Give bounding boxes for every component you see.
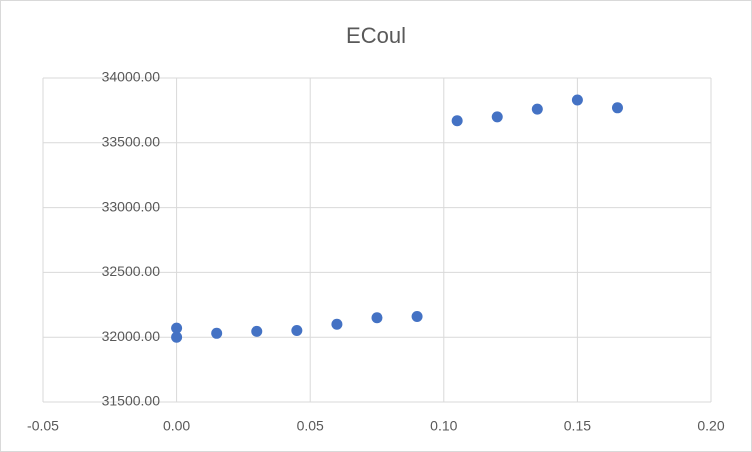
chart-title: ECoul: [346, 23, 406, 48]
point: [491, 111, 503, 123]
point: [451, 115, 463, 127]
point: [251, 325, 263, 337]
point: [611, 102, 623, 114]
point: [171, 322, 183, 334]
point: [371, 312, 383, 324]
y-tick-label: 33000.00: [102, 198, 161, 214]
point: [331, 318, 343, 330]
y-tick-label: 31500.00: [102, 393, 161, 409]
x-tick-label: 0.05: [297, 418, 324, 434]
x-tick-label: -0.05: [27, 418, 59, 434]
y-tick-label: 32000.00: [102, 328, 161, 344]
point: [411, 310, 423, 322]
x-tick-label: 0.20: [697, 418, 724, 434]
point: [211, 327, 223, 339]
x-tick-label: 0.15: [564, 418, 591, 434]
point: [571, 94, 583, 106]
y-tick-label: 34000.00: [102, 69, 161, 85]
point: [291, 324, 303, 336]
point: [171, 331, 183, 343]
point: [531, 103, 543, 115]
y-tick-label: 33500.00: [102, 134, 161, 150]
x-tick-label: 0.00: [163, 418, 190, 434]
x-tick-label: 0.10: [430, 418, 457, 434]
y-tick-label: 32500.00: [102, 263, 161, 279]
